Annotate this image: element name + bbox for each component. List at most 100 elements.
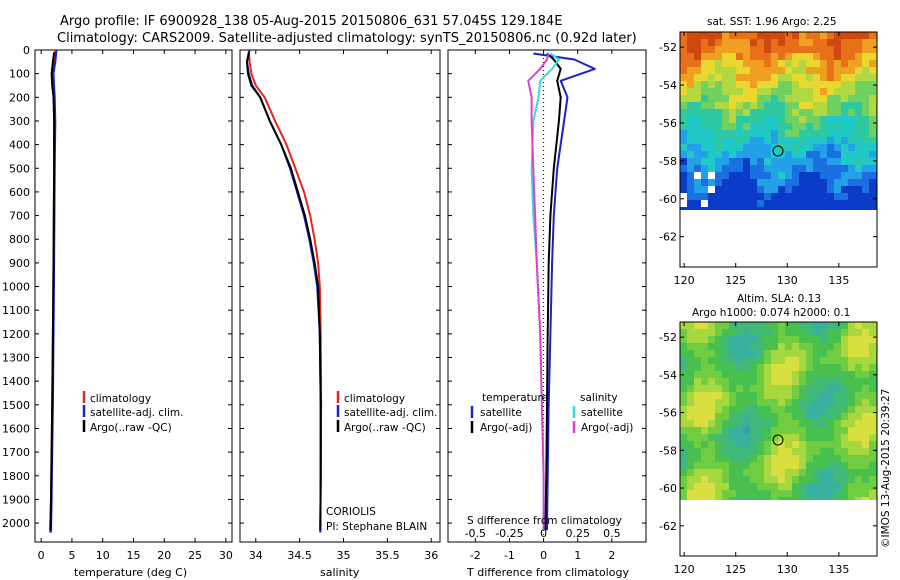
sla-cell — [827, 413, 834, 420]
sla-cell — [708, 413, 715, 420]
sla-cell — [694, 329, 701, 336]
sst-cell — [715, 130, 722, 137]
sla-cell — [750, 476, 757, 483]
sst-cell — [855, 200, 862, 207]
sst-cell — [729, 200, 736, 207]
sst-cell — [750, 130, 757, 137]
sst-cell — [792, 130, 799, 137]
lat-tick-label: -60 — [659, 193, 677, 206]
sst-cell — [848, 32, 855, 39]
sst-cell — [701, 179, 708, 186]
sst-cell — [792, 179, 799, 186]
sla-cell — [680, 392, 687, 399]
salinity-profiles — [246, 49, 323, 533]
sst-cell — [813, 130, 820, 137]
sst-cell — [792, 102, 799, 109]
sst-cell — [813, 151, 820, 158]
sst-cell — [722, 109, 729, 116]
sla-cell — [792, 462, 799, 469]
sla-cell — [729, 469, 736, 476]
sst-cell — [743, 95, 750, 102]
sst-cell — [764, 144, 771, 151]
sst-cell — [680, 32, 687, 39]
sst-cell — [841, 60, 848, 67]
sla-cell — [722, 371, 729, 378]
sla-cell — [764, 357, 771, 364]
sst-cell — [750, 193, 757, 200]
sst-cell — [743, 186, 750, 193]
sst-cell — [701, 137, 708, 144]
sla-cell — [708, 434, 715, 441]
sla-cell — [785, 497, 792, 500]
sla-cell — [806, 336, 813, 343]
sst-cell — [841, 116, 848, 123]
sst-cell — [715, 67, 722, 74]
sst-cell — [771, 74, 778, 81]
sst-cell — [729, 81, 736, 88]
sla-map: Altim. SLA: 0.13 Argo h1000: 0.074 h2000… — [659, 293, 878, 576]
sla-cell — [715, 476, 722, 483]
sla-cell — [750, 490, 757, 497]
sla-cell — [848, 357, 855, 364]
sla-cell — [708, 490, 715, 497]
sla-cell — [708, 448, 715, 455]
sla-cell — [827, 483, 834, 490]
sla-cell — [820, 413, 827, 420]
figure-title-line2: Climatology: CARS2009. Satellite-adjuste… — [57, 31, 637, 46]
sla-cell — [708, 336, 715, 343]
sst-cell — [792, 67, 799, 74]
sst-cell — [862, 158, 869, 165]
sla-cell — [848, 427, 855, 434]
sst-cell — [764, 179, 771, 186]
sst-cell — [820, 39, 827, 46]
sst-cell — [806, 207, 813, 210]
sst-cell — [750, 60, 757, 67]
sla-cell — [680, 434, 687, 441]
sla-cell — [694, 343, 701, 350]
legend-climatology: climatology — [90, 393, 151, 405]
sla-cell — [827, 336, 834, 343]
sst-cell — [715, 123, 722, 130]
sla-cell — [715, 483, 722, 490]
sst-cell — [771, 67, 778, 74]
sla-cell — [687, 427, 694, 434]
sla-cell — [715, 385, 722, 392]
sst-cell — [764, 60, 771, 67]
sla-cell — [834, 420, 841, 427]
sst-cell — [743, 151, 750, 158]
sla-cell — [855, 427, 862, 434]
sst-cell — [736, 144, 743, 151]
sst-cell — [799, 74, 806, 81]
sla-cell — [862, 413, 869, 420]
sst-cell — [694, 32, 701, 39]
sst-cell — [764, 151, 771, 158]
sla-cell — [736, 385, 743, 392]
sla-cell — [687, 343, 694, 350]
sla-cell — [792, 371, 799, 378]
sla-cell — [680, 483, 687, 490]
sst-cell — [722, 95, 729, 102]
sst-cell — [862, 165, 869, 172]
sst-cell — [680, 165, 687, 172]
sst-cell — [834, 193, 841, 200]
temperature-legend: climatology satellite-adj. clim. Argo(..… — [82, 391, 183, 434]
sst-cell — [820, 102, 827, 109]
sst-cell — [701, 109, 708, 116]
sla-cell — [820, 434, 827, 441]
sst-cell — [841, 144, 848, 151]
sla-cell — [785, 413, 792, 420]
sst-cell — [820, 67, 827, 74]
sst-cell — [743, 39, 750, 46]
sla-cell — [855, 483, 862, 490]
sst-cell — [834, 109, 841, 116]
sla-cell — [694, 350, 701, 357]
sla-cell — [708, 322, 715, 329]
sst-cell — [820, 144, 827, 151]
sla-cell — [701, 371, 708, 378]
sla-cell — [799, 497, 806, 500]
sst-cell — [708, 102, 715, 109]
sst-cell — [799, 53, 806, 60]
sst-cell — [799, 60, 806, 67]
sst-cell — [869, 144, 876, 151]
sla-cell — [729, 329, 736, 336]
